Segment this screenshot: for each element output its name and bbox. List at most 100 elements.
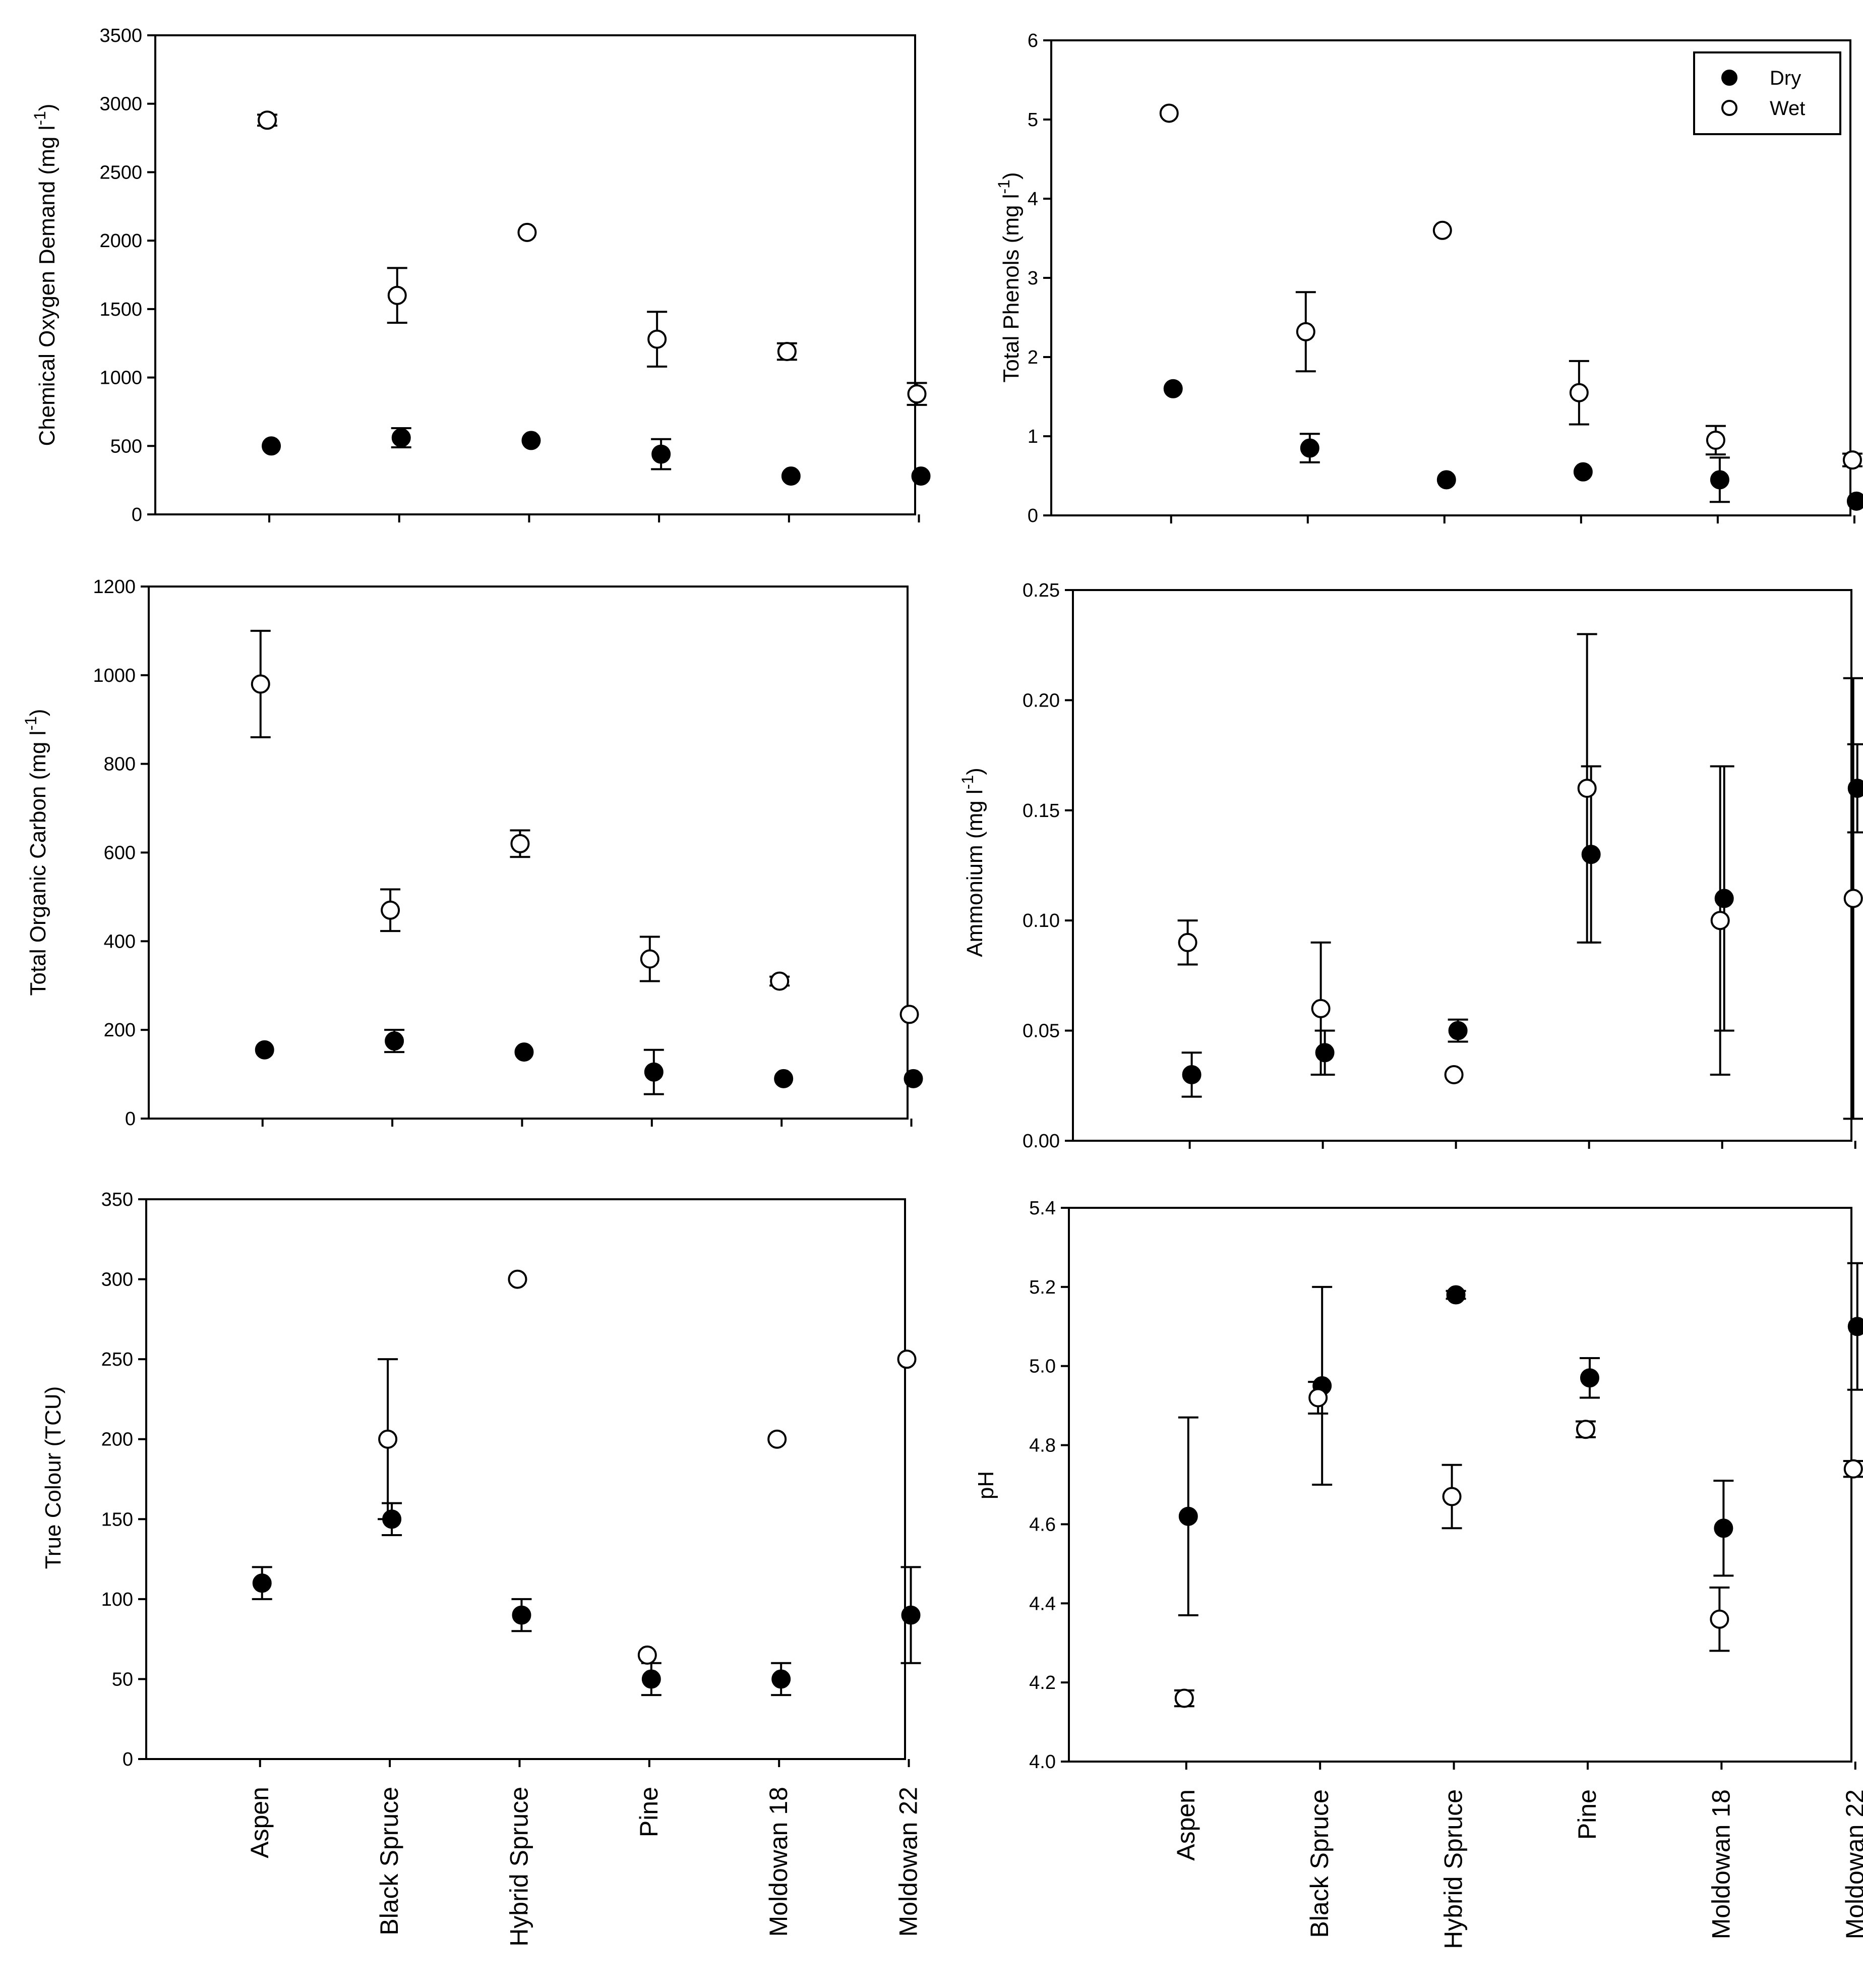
marker-wet-black-spruce [387,285,407,305]
x-category-label: Hybrid Spruce [505,1787,533,1947]
marker-wet-pine [1577,779,1597,798]
y-tick-label: 350 [101,1189,133,1210]
y-tick-label: 4 [1028,189,1038,210]
marker-dry-hybrid-spruce [514,1042,534,1062]
y-tick-label: 0 [123,1749,133,1770]
plot-frame [145,1198,906,1760]
marker-dry-moldowan-18 [1710,470,1729,490]
marker-wet-aspen [1178,932,1197,952]
legend-marker-dry [1721,70,1737,86]
marker-dry-black-spruce [1315,1043,1335,1063]
y-tick-label: 1000 [99,368,142,389]
y-axis-title-exponent: -1 [995,180,1013,194]
y-axis-title-text: Chemical Oxygen Demand (mg l [35,126,59,446]
marker-wet-moldowan-18 [770,971,790,991]
marker-dry-hybrid-spruce [1448,1021,1468,1040]
marker-dry-hybrid-spruce [512,1605,531,1625]
marker-dry-pine [1581,845,1601,864]
marker-wet-aspen [1174,1688,1194,1708]
y-tick-label: 5 [1028,109,1038,131]
marker-wet-hybrid-spruce [508,1269,527,1289]
y-tick-label: 0.20 [1023,690,1060,711]
x-category-label: Aspen [246,1787,274,1858]
y-tick-label: 0.15 [1023,800,1060,822]
y-axis-title: Chemical Oxygen Demand (mg l-1) [31,104,59,446]
y-tick-label: 0 [125,1108,136,1130]
marker-wet-hybrid-spruce [517,222,537,242]
marker-dry-moldowan-22 [1846,491,1863,511]
marker-wet-black-spruce [1296,322,1315,341]
chart-panel-ph: 4.0 4.2 4.4 4.6 4.8 5.0 5.2 5.4 Aspen Black Spruc… [974,1198,1863,1949]
marker-dry-aspen [1178,1506,1198,1526]
y-axis-title: Total Organic Carbon (mg l-1) [22,709,50,996]
y-axis-title-close: ) [26,709,50,717]
y-tick-label: 300 [101,1269,133,1291]
y-axis-title: Total Phenols (mg l-1) [995,172,1024,382]
marker-wet-moldowan-18 [767,1429,787,1449]
marker-dry-hybrid-spruce [1446,1285,1466,1305]
legend-box [1693,51,1841,135]
y-axis-title: True Colour (TCU) [41,1386,66,1569]
marker-dry-moldowan-18 [771,1669,791,1689]
y-tick-label: 5.2 [1029,1277,1056,1298]
y-tick-label: 100 [101,1589,133,1610]
marker-dry-aspen [1182,1065,1201,1084]
marker-dry-black-spruce [385,1031,404,1051]
chart-panel-toc: 0 200 400 600 800 1000 1200 Total Organic Carbo… [22,576,923,1130]
marker-dry-moldowan-22 [901,1605,921,1625]
y-axis-title-text: Total Phenols (mg l [999,194,1024,382]
marker-wet-moldowan-18 [777,342,797,361]
marker-dry-moldowan-22 [911,466,931,486]
marker-dry-aspen [255,1040,274,1060]
marker-wet-moldowan-22 [1843,1459,1863,1479]
marker-wet-aspen [258,110,277,130]
y-tick-label: 2 [1028,347,1038,368]
chart-panel-cod: 0 500 1000 1500 2000 2500 3000 3500 Chemical Oxy… [31,25,931,525]
y-tick-label: 6 [1028,30,1038,51]
marker-dry-pine [651,444,671,464]
y-axis-title-close: ) [35,104,59,111]
legend-marker-wet [1721,100,1737,116]
y-tick-label: 1200 [93,576,136,598]
marker-dry-moldowan-18 [1714,1518,1733,1538]
x-category-label: Hybrid Spruce [1439,1789,1468,1949]
marker-wet-moldowan-22 [897,1350,917,1369]
marker-dry-pine [641,1669,661,1689]
plot-frame [1072,589,1852,1142]
marker-wet-pine [1576,1420,1595,1439]
marker-wet-moldowan-22 [1842,450,1862,470]
marker-wet-pine [1569,383,1589,402]
y-tick-label: 4.6 [1029,1514,1056,1535]
legend: Dry Wet [1693,51,1841,135]
marker-wet-black-spruce [1311,999,1331,1018]
y-tick-label: 800 [104,754,136,775]
x-category-label: Moldowan 22 [894,1787,923,1937]
marker-dry-moldowan-22 [1847,1317,1863,1336]
marker-dry-hybrid-spruce [521,431,541,450]
marker-dry-black-spruce [391,428,411,447]
plot-frame [154,34,916,515]
y-tick-label: 0.05 [1023,1021,1060,1042]
y-tick-label: 150 [101,1509,133,1530]
marker-dry-pine [1573,462,1593,482]
y-tick-label: 4.4 [1029,1593,1056,1614]
x-category-label: Pine [1573,1789,1601,1840]
marker-wet-aspen [251,674,270,694]
chart-panel-colour: 0 50 100 150 200 250 300 350 Aspen Black Spruce Hy… [41,1189,923,1947]
marker-wet-hybrid-spruce [510,834,530,853]
y-tick-label: 0.00 [1023,1131,1060,1152]
y-tick-label: 5.0 [1029,1356,1056,1377]
marker-dry-black-spruce [1300,438,1319,458]
marker-dry-pine [644,1062,664,1082]
y-tick-label: 400 [104,931,136,952]
y-tick-label: 250 [101,1349,133,1370]
marker-wet-hybrid-spruce [1442,1487,1462,1506]
marker-dry-pine [1580,1368,1599,1388]
marker-dry-moldowan-18 [1714,889,1734,908]
legend-label-dry: Dry [1770,67,1801,89]
marker-dry-moldowan-22 [1847,779,1863,798]
x-category-label: Moldowan 18 [764,1787,793,1937]
y-tick-label: 0 [132,504,142,525]
plot-frame [1068,1207,1852,1763]
y-tick-label: 0 [1028,505,1038,527]
